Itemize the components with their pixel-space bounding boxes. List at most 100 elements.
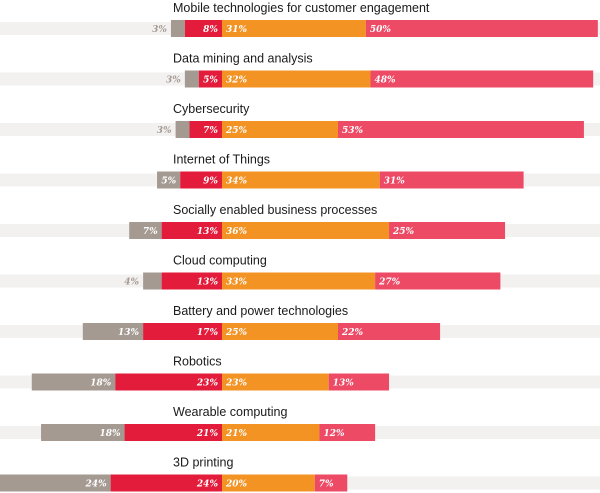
bar-segment-1	[31, 373, 116, 391]
data-label: 7%	[203, 126, 218, 136]
chart-row: Battery and power technologies 13% 17% 25% 2…	[0, 304, 600, 340]
data-label: 23%	[225, 379, 248, 389]
bar-segment-1	[82, 323, 144, 340]
data-label: 24%	[196, 480, 219, 490]
bar-segment-2	[198, 70, 222, 88]
bar-segment-3	[222, 474, 315, 492]
bar-segment-1	[0, 474, 111, 492]
bar-segment-3	[222, 121, 338, 138]
data-label: 3%	[166, 76, 181, 86]
bar-segment-3	[222, 70, 371, 88]
data-label: 21%	[225, 429, 248, 439]
data-label: 53%	[342, 126, 364, 136]
data-label: 5%	[161, 177, 176, 187]
bar-segment-2	[124, 424, 222, 441]
chart-row: Internet of Things 5% 9% 34% 31%	[0, 153, 600, 189]
chart-row: Wearable computing 18% 21% 21% 12%	[0, 405, 600, 441]
category-label: Mobile technologies for customer engagem…	[173, 1, 430, 15]
bar-segment-2	[184, 20, 222, 37]
data-label: 18%	[99, 429, 121, 439]
chart-row: Socially enabled business processes 7% 13%…	[0, 203, 600, 239]
bar-segment-2	[161, 222, 222, 239]
bar-segment-2	[180, 171, 222, 189]
data-label: 27%	[378, 278, 401, 288]
data-label: 48%	[374, 76, 396, 86]
category-label: 3D printing	[173, 456, 233, 470]
data-label: 9%	[203, 177, 218, 187]
data-label: 3%	[157, 126, 172, 136]
data-label: 22%	[341, 328, 364, 338]
data-label: 20%	[225, 480, 248, 490]
category-label: Socially enabled business processes	[173, 203, 377, 217]
bar-segment-4	[319, 424, 376, 441]
data-label: 25%	[392, 227, 415, 237]
data-label: 25%	[225, 126, 248, 136]
chart-row: Mobile technologies for customer engagem…	[0, 1, 600, 37]
data-label: 32%	[226, 76, 248, 86]
bar-segment-4	[370, 70, 594, 88]
bar-segment-2	[161, 272, 222, 290]
data-label: 13%	[118, 328, 140, 338]
category-label: Wearable computing	[173, 405, 287, 419]
bar-segment-1	[175, 121, 190, 138]
bar-segment-3	[222, 323, 338, 340]
bar-segment-3	[222, 373, 329, 391]
bar-segment-1	[170, 20, 185, 37]
bar-segment-3	[222, 222, 390, 239]
bar-segment-4	[338, 323, 441, 340]
data-label: 13%	[197, 278, 219, 288]
data-label: 5%	[203, 76, 218, 86]
data-label: 25%	[225, 328, 248, 338]
bar-segment-1	[129, 222, 162, 239]
data-label: 36%	[226, 227, 248, 237]
data-label: 7%	[319, 480, 334, 490]
data-label: 31%	[384, 177, 406, 187]
data-label: 17%	[197, 328, 219, 338]
data-label: 4%	[124, 278, 139, 288]
bar-segment-3	[222, 424, 320, 441]
bar-segment-4	[314, 474, 348, 492]
data-label: 12%	[323, 429, 345, 439]
bar-segment-4	[365, 20, 598, 37]
data-label: 34%	[226, 177, 248, 187]
bar-segment-3	[222, 20, 366, 37]
data-label: 23%	[196, 379, 219, 389]
data-label: 31%	[226, 25, 248, 35]
bar-segment-4	[389, 222, 506, 239]
bar-segment-4	[375, 272, 501, 290]
bar-segment-4	[338, 121, 584, 138]
category-label: Data mining and analysis	[173, 52, 313, 66]
bar-segment-1	[157, 171, 181, 189]
data-label: 33%	[226, 278, 248, 288]
data-label: 50%	[370, 25, 392, 35]
category-label: Cybersecurity	[173, 102, 250, 116]
chart-row: 3D printing 24% 24% 20% 7%	[0, 456, 600, 492]
category-label: Cloud computing	[173, 254, 267, 268]
bar-segment-3	[222, 171, 380, 189]
bar-segment-3	[222, 272, 376, 290]
category-label: Robotics	[173, 355, 222, 369]
data-label: 18%	[90, 379, 112, 389]
bar-segment-2	[189, 121, 222, 138]
bar-segment-4	[328, 373, 390, 391]
bar-segment-2	[110, 474, 222, 492]
data-label: 13%	[197, 227, 219, 237]
bar-segment-2	[115, 373, 222, 391]
data-label: 3%	[152, 25, 167, 35]
chart-row: Robotics 18% 23% 23% 13%	[0, 355, 600, 391]
bar-segment-1	[184, 70, 199, 88]
bar-segment-4	[379, 171, 524, 189]
chart-row: Data mining and analysis 3% 5% 32% 48%	[0, 52, 600, 88]
category-label: Battery and power technologies	[173, 304, 348, 318]
data-label: 13%	[333, 379, 355, 389]
data-label: 8%	[203, 25, 218, 35]
category-label: Internet of Things	[173, 153, 270, 167]
bar-segment-2	[143, 323, 222, 340]
bar-segment-1	[41, 424, 125, 441]
data-label: 7%	[143, 227, 158, 237]
data-label: 21%	[196, 429, 219, 439]
chart-row: Cloud computing 4% 13% 33% 27%	[0, 254, 600, 290]
data-label: 24%	[85, 480, 108, 490]
